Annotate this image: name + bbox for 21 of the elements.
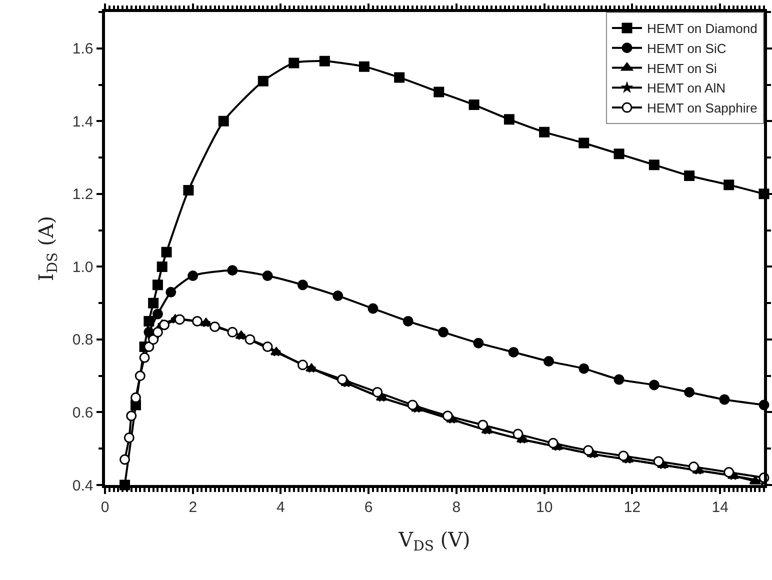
- x-tick-label: 12: [624, 498, 641, 516]
- x-tick-label: 0: [100, 498, 110, 516]
- x-tick-label: 14: [712, 498, 728, 516]
- y-tick-label: 1.4: [72, 113, 94, 130]
- y-tick-label: 1.6: [72, 40, 94, 58]
- y-tick-label: 1.2: [72, 186, 94, 204]
- x-axis-title: V$_{DS}$ (V): [398, 527, 470, 554]
- y-tick-label: 0.8: [72, 332, 94, 349]
- y-tick-label: 1.0: [72, 258, 94, 276]
- legend-label: HEMT on SiC: [647, 40, 726, 56]
- legend-label: HEMT on Sapphire: [647, 100, 758, 116]
- x-tick-label: 10: [536, 498, 553, 516]
- x-tick-label: 4: [276, 498, 285, 516]
- legend-label: HEMT on Diamond: [647, 21, 758, 36]
- y-tick-label: 0.6: [72, 404, 94, 422]
- y-tick-label: 0.4: [72, 477, 94, 494]
- x-tick-label: 8: [452, 498, 461, 516]
- legend-label: HEMT on Si: [647, 60, 717, 76]
- x-tick-label: 2: [188, 498, 198, 516]
- x-tick-label: 6: [364, 498, 373, 516]
- legend-label: HEMT on AlN: [647, 80, 726, 96]
